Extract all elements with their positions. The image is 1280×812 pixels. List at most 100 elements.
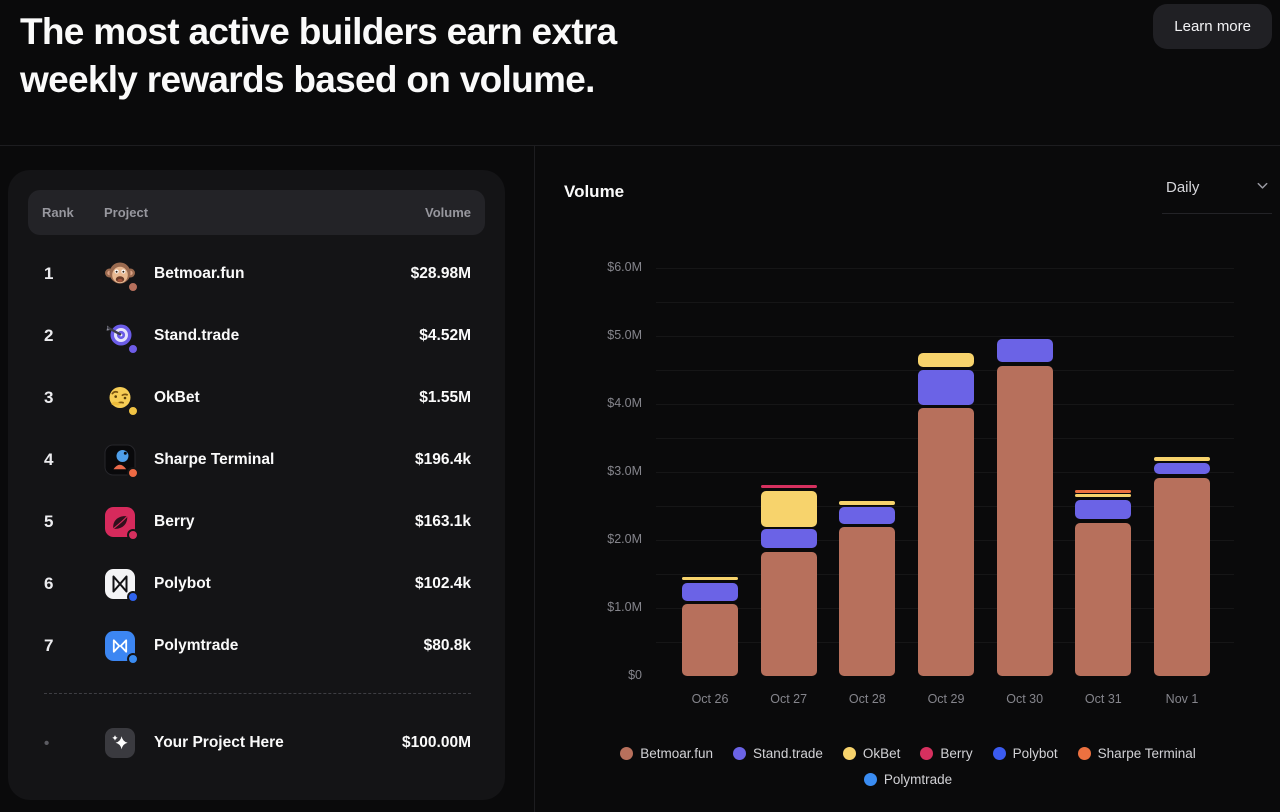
legend-dot [733, 747, 747, 760]
leaderboard-rows: 1 Betmoar.fun $28.98M 2 Stand.trade $4.52M 3 Ok… [28, 243, 485, 677]
row-project-name: Betmoar.fun [154, 265, 245, 282]
y-axis-tick: $2.0M [607, 532, 642, 546]
column-project: Project [104, 205, 149, 220]
legend-item[interactable]: Betmoar.fun [620, 746, 713, 761]
row-rank: 5 [44, 512, 54, 531]
bar-segment[interactable] [760, 528, 817, 549]
x-axis-tick: Nov 1 [1165, 692, 1199, 706]
volume-chart [656, 267, 1234, 676]
bar-segment[interactable] [760, 484, 817, 489]
bar-segment[interactable] [918, 352, 974, 368]
bar-segment[interactable] [1154, 477, 1210, 676]
leaderboard-row[interactable]: 4 Sharpe Terminal $196.4k [28, 429, 485, 491]
bar-segment[interactable] [839, 507, 896, 524]
x-axis-tick: Oct 26 [691, 692, 729, 706]
bar-segment[interactable] [1154, 457, 1210, 461]
learn-more-button[interactable]: Learn more [1153, 4, 1272, 49]
gridline [656, 335, 1234, 337]
x-axis-tick: Oct 31 [1084, 692, 1122, 706]
row-volume: $163.1k [414, 513, 471, 530]
monkey-icon [104, 258, 139, 293]
x-axis-tick: Oct 27 [770, 692, 808, 706]
bar-segment[interactable] [839, 527, 896, 676]
row-rank: 2 [44, 326, 54, 345]
bar-segment[interactable] [918, 408, 974, 676]
chart-title: Volume [564, 182, 625, 201]
project-color-badge [127, 281, 139, 293]
row-volume: $80.8k [423, 637, 471, 654]
legend-item[interactable]: Sharpe Terminal [1077, 746, 1196, 761]
berry-icon [104, 506, 139, 541]
row-project-name: Berry [154, 513, 195, 530]
row-volume: $102.4k [414, 575, 471, 592]
page-title-line2: weekly rewards based on volume. [20, 59, 595, 100]
leaderboard-row[interactable]: 6 Polybot $102.4k [28, 553, 485, 615]
horizontal-divider [0, 145, 1280, 146]
thinking-face-icon [104, 382, 139, 417]
leaderboard-row[interactable]: 2 Stand.trade $4.52M [28, 305, 485, 367]
sharpe-terminal-icon [104, 444, 139, 479]
page-title-line1: The most active builders earn extra [20, 11, 617, 52]
bar-segment[interactable] [682, 582, 738, 601]
bar-segment[interactable] [1075, 489, 1132, 494]
bar-segment[interactable] [682, 604, 738, 676]
volume-panel: Volume Daily $6.0M $5.0M $4.0M $3.0M $2.0M $1… [535, 146, 1280, 812]
row-volume: $1.55M [419, 389, 471, 406]
leaderboard-row[interactable]: 5 Berry $163.1k [28, 491, 485, 553]
project-color-badge [127, 653, 139, 665]
legend-item[interactable]: OkBet [842, 746, 900, 761]
y-axis-tick: $3.0M [607, 464, 642, 478]
bar-segment[interactable] [1075, 493, 1132, 498]
bar-segment[interactable] [996, 365, 1053, 676]
bar-segment[interactable] [839, 501, 896, 505]
project-color-badge [127, 343, 139, 355]
bar-segment[interactable] [918, 369, 974, 405]
row-rank: 6 [44, 574, 54, 593]
bar-segment[interactable] [1075, 499, 1132, 520]
y-axis-tick: $1.0M [607, 600, 642, 614]
legend-label: Polybot [1012, 746, 1058, 761]
legend-dot [992, 747, 1006, 760]
legend-item[interactable]: Stand.trade [733, 746, 823, 761]
bar-segment[interactable] [996, 338, 1053, 362]
legend-label: Sharpe Terminal [1097, 746, 1196, 761]
row-rank: 4 [44, 450, 54, 469]
bar-segment[interactable] [1075, 522, 1132, 676]
row-project-name: Sharpe Terminal [154, 451, 275, 468]
y-axis-tick: $6.0M [607, 260, 642, 274]
bar-segment[interactable] [682, 576, 738, 581]
leaderboard-header-row: Rank Project Volume [28, 190, 485, 235]
chart-legend: Betmoar.fun Stand.trade OkBet Berry Polybot S… [568, 746, 1248, 787]
x-axis-tick: Oct 30 [1006, 692, 1044, 706]
legend-item[interactable]: Polymtrade [863, 772, 952, 787]
legend-dot [863, 773, 877, 786]
y-axis-tick: $0 [628, 668, 642, 682]
legend-label: Berry [940, 746, 973, 761]
your-project-rank: • [44, 734, 50, 752]
bar-segment[interactable] [760, 490, 817, 527]
leaderboard-row[interactable]: 3 OkBet $1.55M [28, 367, 485, 429]
leaderboard-row[interactable]: 1 Betmoar.fun $28.98M [28, 243, 485, 305]
bar-segment[interactable] [760, 551, 817, 676]
project-color-badge [127, 405, 139, 417]
legend-label: Stand.trade [753, 746, 823, 761]
row-volume: $28.98M [410, 265, 471, 282]
sparkles-icon [104, 727, 136, 759]
your-project-row[interactable]: • Your Project Here $100.00M [28, 712, 485, 774]
project-color-badge [127, 467, 139, 479]
range-selector-value: Daily [1166, 179, 1200, 196]
legend-dot [842, 747, 856, 760]
leaderboard-row[interactable]: 7 Polymtrade $80.8k [28, 615, 485, 677]
row-project-name: OkBet [154, 389, 200, 406]
polymtrade-icon [104, 630, 139, 665]
x-axis-tick: Oct 29 [927, 692, 965, 706]
legend-item[interactable]: Polybot [992, 746, 1058, 761]
legend-dot [620, 747, 634, 760]
leaderboard-card: Rank Project Volume 1 Betmoar.fun $28.98M 2… [8, 170, 505, 800]
bar-segment[interactable] [1154, 463, 1210, 475]
legend-dot [920, 747, 934, 760]
row-rank: 3 [44, 388, 54, 407]
legend-item[interactable]: Berry [920, 746, 973, 761]
legend-dot [1077, 747, 1091, 760]
range-selector-dropdown[interactable]: Daily [1162, 178, 1272, 214]
